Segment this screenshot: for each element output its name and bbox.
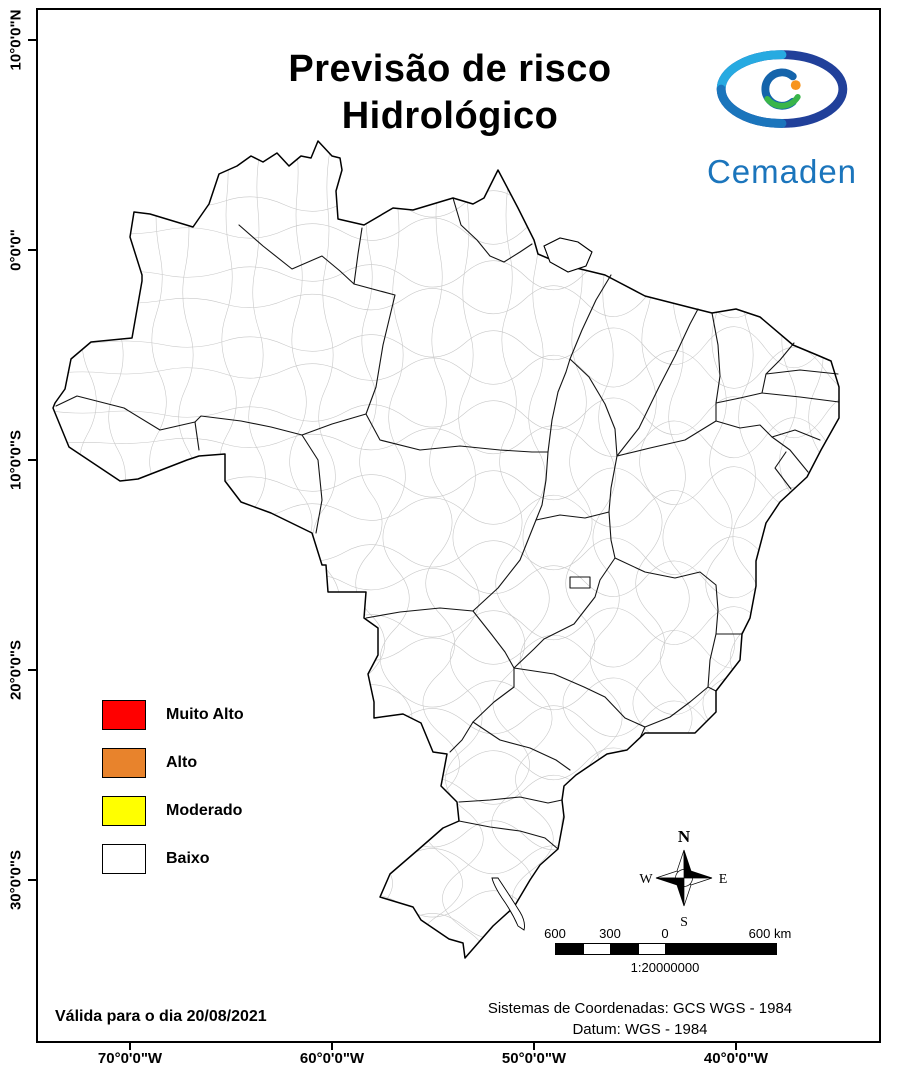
coordinate-system-note: Sistemas de Coordenadas: GCS WGS - 1984 …	[420, 998, 860, 1040]
scale-bar-segments	[555, 943, 777, 955]
lagoa-dos-patos	[491, 877, 525, 931]
legend-item-moderado: Moderado	[102, 796, 244, 826]
title-line-1: Previsão de risco	[288, 48, 612, 90]
scale-label-600-left: 600	[544, 926, 566, 941]
cemaden-eye-icon	[716, 50, 848, 128]
scale-label-600-km: 600 km	[748, 926, 792, 941]
lat-tick	[28, 249, 36, 251]
lon-tick	[735, 1043, 737, 1050]
lon-tick	[129, 1043, 131, 1050]
lon-axis-label-60w: 60°0'0"W	[299, 1050, 365, 1067]
scale-label-0: 0	[661, 926, 669, 941]
lon-tick	[533, 1043, 535, 1050]
legend-item-muito-alto: Muito Alto	[102, 700, 244, 730]
lat-tick	[28, 879, 36, 881]
lon-axis-label-40w: 40°0'0"W	[703, 1050, 769, 1067]
compass-s-label: S	[680, 915, 688, 930]
legend-label: Moderado	[166, 802, 243, 819]
compass-rose-icon: N S W E	[639, 827, 728, 930]
legend-item-alto: Alto	[102, 748, 244, 778]
scale-ratio: 1:20000000	[630, 960, 700, 975]
scale-label-300: 300	[599, 926, 621, 941]
lon-tick	[331, 1043, 333, 1050]
scale-bar-labels: 600 300 0 600 km	[544, 926, 792, 943]
legend-label: Muito Alto	[166, 706, 244, 723]
lon-axis-label-50w: 50°0'0"W	[501, 1050, 567, 1067]
scale-bar: 600 300 0 600 km 1:20000000	[544, 926, 792, 975]
coordinate-system-line: Sistemas de Coordenadas: GCS WGS - 1984	[487, 1000, 793, 1017]
lat-tick	[28, 669, 36, 671]
lat-tick	[28, 39, 36, 41]
legend-label: Alto	[166, 754, 198, 771]
map-frame	[36, 8, 881, 1043]
marajo-island	[543, 237, 593, 273]
compass-w-label: W	[639, 872, 653, 887]
legend-item-baixo: Baixo	[102, 844, 244, 874]
lon-axis-label-70w: 70°0'0"W	[97, 1050, 163, 1067]
state-borders	[55, 197, 840, 850]
risk-legend: Muito Alto Alto Moderado Baixo	[102, 700, 244, 892]
cemaden-logo: Cemaden	[684, 40, 880, 191]
page-title: Previsão de risco Hidrológico	[160, 46, 740, 140]
datum-line: Datum: WGS - 1984	[572, 1021, 708, 1038]
legend-swatch-alto	[102, 748, 146, 778]
title-line-2: Hidrológico	[341, 95, 559, 137]
country-fill	[53, 141, 839, 958]
legend-swatch-baixo	[102, 844, 146, 874]
lat-tick	[28, 459, 36, 461]
compass-n-label: N	[678, 827, 691, 846]
country-outline	[52, 140, 840, 959]
legend-label: Baixo	[166, 850, 210, 867]
compass-e-label: E	[719, 872, 728, 887]
cemaden-wordmark: Cemaden	[706, 153, 858, 190]
legend-swatch-muito-alto	[102, 700, 146, 730]
legend-swatch-moderado	[102, 796, 146, 826]
validity-note: Válida para o dia 20/08/2021	[55, 1008, 267, 1025]
